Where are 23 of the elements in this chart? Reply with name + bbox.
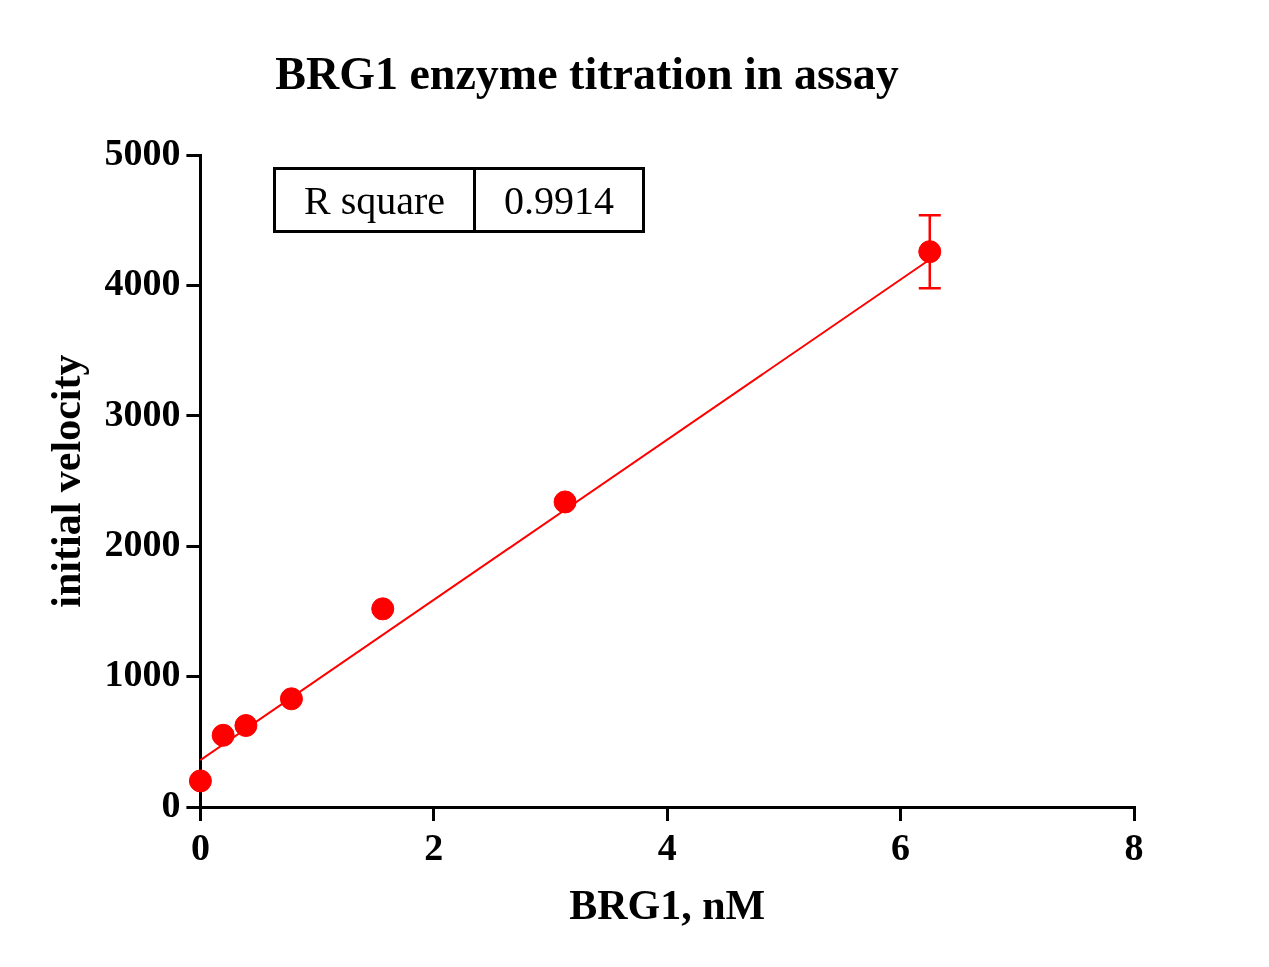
x-tick-label: 2 [424, 825, 444, 868]
x-tick-label: 6 [891, 825, 911, 868]
y-axis-title: initial velocity [43, 354, 90, 608]
point [279, 687, 303, 711]
chart-title: BRG1 enzyme titration in assay [275, 48, 899, 100]
point [553, 490, 577, 514]
x-tick-label: 8 [1124, 825, 1144, 868]
point [918, 240, 942, 264]
point [371, 597, 395, 621]
point [234, 714, 258, 738]
y-tick-label: 0 [161, 782, 181, 825]
x-tick-label: 4 [657, 825, 677, 868]
x-tick-label: 0 [190, 825, 210, 868]
y-tick-label: 2000 [104, 522, 181, 565]
y-tick-label: 1000 [104, 652, 181, 695]
x-axis-title: BRG1, nM [569, 881, 766, 928]
y-tick-label: 3000 [104, 391, 181, 434]
annotation: 0.9914 [474, 168, 644, 232]
point [188, 769, 212, 793]
y-tick-label: 4000 [104, 261, 181, 304]
y-tick-label: 5000 [104, 131, 181, 174]
annotation: R square [274, 168, 475, 232]
point [211, 723, 235, 747]
